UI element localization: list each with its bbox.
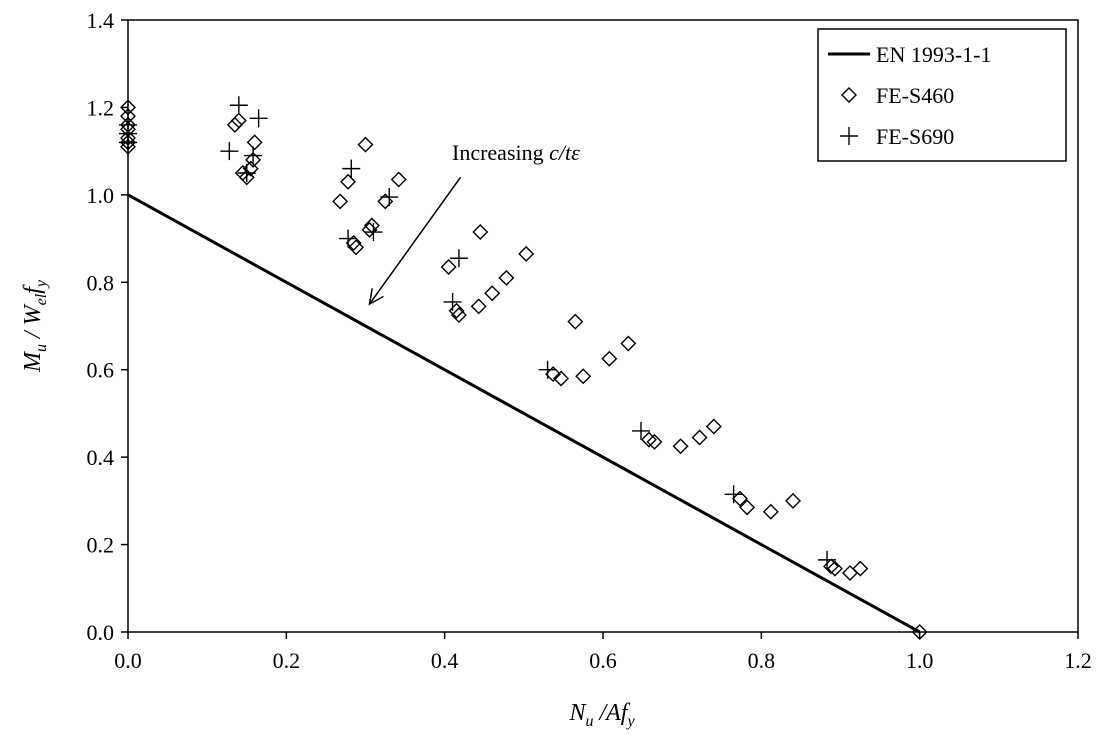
y-axis-title: Mu / Welfy bbox=[20, 279, 50, 373]
point-fe-s460 bbox=[390, 171, 407, 188]
annotation: Increasing c/tε bbox=[368, 140, 580, 306]
point-fe-s690 bbox=[724, 485, 743, 504]
point-fe-s690 bbox=[244, 146, 263, 165]
legend-plus-marker bbox=[840, 127, 858, 145]
y-tick-label: 0.4 bbox=[87, 445, 115, 470]
point-fe-s690 bbox=[632, 421, 650, 440]
point-fe-s460 bbox=[601, 350, 618, 367]
tick-group: 0.0 0.2 0.4 0.6 0.8 1.0 1.2 0.0 0.2 0.4 0.6 0.8 1.0 1… bbox=[87, 8, 1092, 673]
point-fe-s690 bbox=[380, 188, 399, 207]
point-fe-s460 bbox=[545, 366, 562, 383]
legend-diamond-marker bbox=[841, 87, 857, 103]
legend-label-s460: FE-S460 bbox=[876, 83, 954, 108]
point-fe-s690 bbox=[249, 109, 268, 128]
annotation-arrowhead bbox=[368, 288, 384, 306]
point-fe-s460 bbox=[575, 368, 592, 385]
point-fe-s460 bbox=[448, 302, 465, 319]
point-fe-s460 bbox=[518, 245, 535, 262]
point-fe-s460 bbox=[332, 193, 349, 210]
x-tick-label: 0.6 bbox=[589, 648, 617, 673]
legend: EN 1993-1-1 FE-S460 FE-S690 bbox=[817, 28, 1067, 162]
x-tick-label: 1.0 bbox=[906, 648, 934, 673]
point-fe-s460 bbox=[823, 558, 839, 575]
point-fe-s690 bbox=[443, 292, 462, 311]
point-fe-s460 bbox=[340, 173, 357, 190]
point-fe-s690 bbox=[237, 164, 256, 182]
point-fe-s460 bbox=[440, 258, 457, 275]
y-tick-label: 1.2 bbox=[87, 95, 115, 120]
point-fe-s460 bbox=[911, 624, 928, 640]
point-fe-s460 bbox=[785, 492, 801, 509]
annotation-arrow bbox=[368, 176, 462, 305]
point-fe-s460 bbox=[739, 499, 756, 516]
legend-label-s690: FE-S690 bbox=[876, 124, 954, 149]
x-tick-label: 1.2 bbox=[1064, 648, 1092, 673]
point-fe-s460 bbox=[345, 234, 362, 251]
point-fe-s690 bbox=[119, 115, 137, 134]
point-fe-s690 bbox=[339, 229, 358, 248]
point-fe-s460 bbox=[705, 418, 722, 435]
point-fe-s460 bbox=[242, 160, 259, 177]
series-group bbox=[119, 96, 928, 640]
y-tick-label: 1.0 bbox=[87, 183, 115, 208]
point-fe-s460 bbox=[226, 116, 243, 133]
point-fe-s460 bbox=[230, 112, 247, 129]
point-fe-s460 bbox=[672, 438, 689, 455]
point-fe-s460 bbox=[852, 560, 869, 577]
point-fe-s460 bbox=[620, 335, 637, 352]
point-fe-s460 bbox=[567, 313, 584, 330]
annotation-text: Increasing c/tε bbox=[452, 140, 580, 165]
point-fe-s460 bbox=[762, 503, 779, 520]
point-fe-s460 bbox=[245, 151, 262, 168]
x-tick-label: 0.8 bbox=[748, 648, 776, 673]
point-fe-s690 bbox=[220, 142, 239, 161]
point-fe-s460 bbox=[450, 307, 467, 324]
x-tick-label: 0.0 bbox=[114, 648, 142, 673]
point-fe-s690 bbox=[229, 96, 248, 115]
y-tick-label: 0.0 bbox=[87, 620, 115, 645]
point-fe-s690 bbox=[449, 249, 468, 268]
point-fe-s460 bbox=[246, 134, 263, 151]
point-fe-s460 bbox=[646, 433, 663, 450]
y-tick-label: 0.2 bbox=[87, 533, 115, 558]
y-tick-label: 1.4 bbox=[87, 8, 115, 33]
point-fe-s460 bbox=[120, 99, 136, 116]
point-fe-s460 bbox=[348, 239, 364, 256]
legend-label-en: EN 1993-1-1 bbox=[876, 42, 991, 67]
point-fe-s690 bbox=[364, 223, 383, 242]
point-fe-s690 bbox=[538, 360, 557, 379]
point-fe-s460 bbox=[470, 298, 487, 315]
point-fe-s460 bbox=[640, 431, 657, 448]
series-line-en-1993-1-1 bbox=[127, 193, 921, 634]
point-fe-s460 bbox=[498, 269, 515, 286]
point-fe-s460 bbox=[826, 560, 843, 577]
y-tick-label: 0.8 bbox=[87, 270, 115, 295]
point-fe-s460 bbox=[120, 138, 136, 155]
point-fe-s460 bbox=[691, 429, 708, 446]
point-fe-s460 bbox=[361, 221, 378, 238]
point-fe-s460 bbox=[472, 224, 489, 241]
x-axis-title: Nu /Afy bbox=[568, 700, 635, 730]
x-tick-label: 0.2 bbox=[273, 648, 301, 673]
point-fe-s460 bbox=[731, 490, 748, 507]
point-fe-s460 bbox=[484, 285, 501, 302]
x-tick-label: 0.4 bbox=[431, 648, 459, 673]
point-fe-s690 bbox=[818, 550, 837, 569]
point-fe-s690 bbox=[342, 159, 361, 178]
point-fe-s460 bbox=[553, 370, 570, 387]
legend-box bbox=[817, 28, 1067, 162]
y-tick-label: 0.6 bbox=[87, 358, 115, 383]
point-fe-s460 bbox=[377, 193, 394, 210]
point-fe-s460 bbox=[357, 136, 374, 153]
